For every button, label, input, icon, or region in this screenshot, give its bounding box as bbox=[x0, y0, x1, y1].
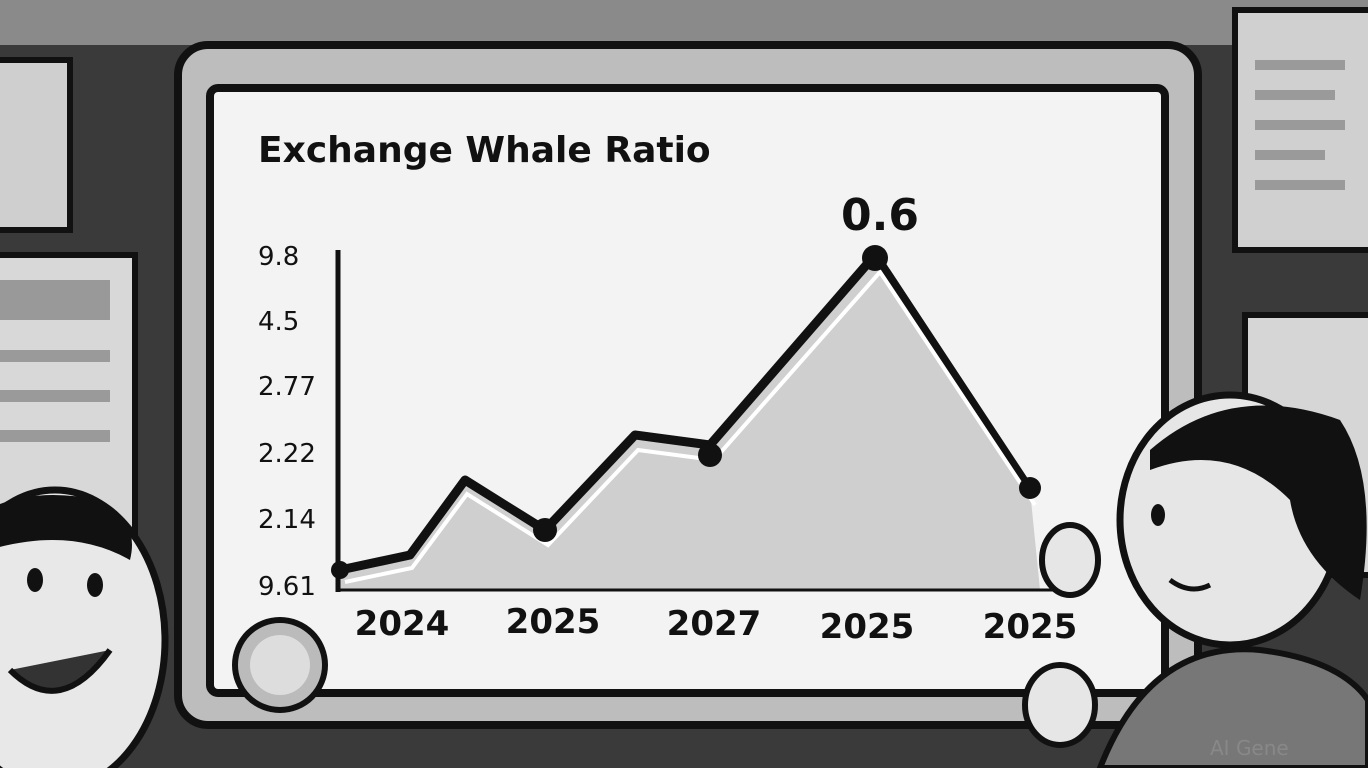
left-character bbox=[0, 486, 328, 768]
right-character bbox=[1022, 391, 1368, 768]
line-highlight bbox=[344, 268, 1037, 584]
annotation: 0.6 bbox=[841, 190, 919, 241]
x-label: 2025 bbox=[820, 607, 915, 647]
x-label: 2025 bbox=[983, 607, 1078, 647]
x-label: 2027 bbox=[667, 604, 762, 644]
x-label: 2025 bbox=[506, 602, 601, 642]
markers bbox=[331, 245, 1041, 579]
line bbox=[339, 250, 1034, 575]
monitor-screen bbox=[206, 84, 1169, 697]
panel-bar bbox=[0, 280, 110, 320]
panel-lines bbox=[0, 60, 1345, 442]
y-label: 9.61 bbox=[258, 572, 316, 602]
y-label: 2.14 bbox=[258, 505, 316, 535]
y-label: 2.22 bbox=[258, 439, 316, 469]
wall-top bbox=[0, 0, 1368, 45]
y-label: 9.8 bbox=[258, 242, 299, 272]
y-label: 2.77 bbox=[258, 372, 316, 402]
y-label: 4.5 bbox=[258, 307, 299, 337]
x-label: 2024 bbox=[355, 604, 450, 644]
area bbox=[340, 255, 1040, 590]
chart-title: Exchange Whale Ratio bbox=[258, 130, 711, 171]
watermark: AI Gene bbox=[1210, 736, 1289, 760]
side-panel bbox=[0, 57, 73, 233]
